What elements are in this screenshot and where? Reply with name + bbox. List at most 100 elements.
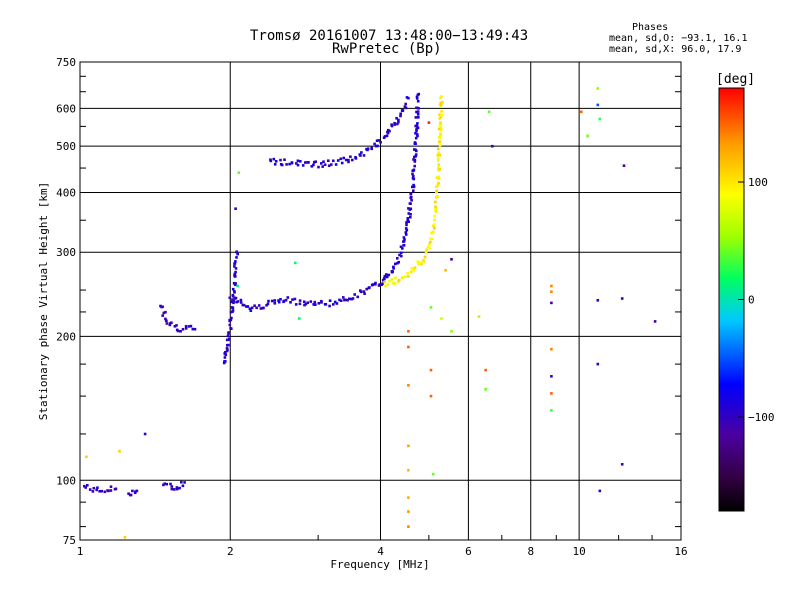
data-point [401, 109, 405, 112]
phases-x-stats: mean, sd,X: 96.0, 17.9 [609, 44, 742, 55]
data-point [349, 155, 352, 158]
data-point [405, 221, 408, 224]
colorbar-label: [deg] [716, 72, 755, 87]
y-tick-label: 400 [56, 186, 76, 199]
data-point [169, 482, 172, 486]
data-point [95, 488, 98, 492]
data-point [236, 252, 239, 256]
data-point [178, 486, 181, 490]
data-point [396, 122, 399, 126]
data-point [306, 301, 309, 304]
data-point [231, 309, 235, 312]
data-point [428, 246, 431, 250]
data-point [434, 200, 437, 204]
data-point [412, 183, 415, 187]
data-point [437, 163, 440, 166]
data-point [407, 275, 410, 278]
x-tick-label: 4 [377, 545, 384, 558]
data-point [436, 195, 439, 198]
data-point [250, 306, 254, 310]
data-point [397, 279, 401, 282]
data-point [397, 120, 400, 124]
data-point [580, 110, 583, 114]
data-point [415, 97, 419, 100]
data-point [304, 161, 307, 164]
data-point [410, 270, 413, 274]
data-point [230, 327, 233, 330]
data-point [298, 302, 302, 306]
data-point [168, 323, 172, 327]
data-point [175, 487, 179, 491]
data-point [491, 144, 494, 148]
data-point [234, 282, 237, 285]
data-point [232, 301, 235, 305]
data-point [253, 304, 256, 307]
data-point [235, 250, 238, 254]
data-point [184, 325, 188, 328]
data-point [405, 228, 409, 232]
chart-title-line2: RwPretec (Bp) [332, 41, 442, 57]
data-points [83, 87, 657, 539]
data-point [406, 218, 409, 222]
data-point [381, 282, 384, 285]
data-point [323, 163, 327, 166]
data-point [404, 231, 408, 234]
data-point [362, 154, 366, 157]
data-point [356, 295, 359, 299]
data-point [437, 175, 440, 179]
data-point [103, 490, 107, 494]
data-point [550, 347, 553, 351]
data-point [450, 258, 453, 261]
data-point [596, 103, 600, 107]
data-point [402, 243, 406, 247]
data-point [378, 283, 382, 286]
data-point [435, 185, 438, 188]
data-point [428, 242, 431, 246]
data-point [321, 165, 324, 168]
data-point [239, 298, 243, 302]
data-point [279, 158, 282, 162]
data-point [414, 136, 418, 140]
data-point [406, 271, 409, 275]
data-point [413, 266, 417, 269]
data-point [416, 93, 420, 97]
data-point [296, 163, 300, 167]
data-point [406, 217, 410, 220]
data-point [415, 133, 419, 136]
data-point [396, 257, 399, 260]
data-point [289, 301, 292, 304]
data-point [441, 100, 444, 104]
data-point [416, 99, 420, 103]
data-point [164, 317, 167, 321]
data-point [298, 299, 302, 302]
data-point [109, 489, 113, 492]
data-point [383, 275, 387, 278]
data-point [620, 463, 624, 466]
data-point [393, 121, 396, 125]
data-point [370, 146, 373, 150]
data-point [313, 300, 317, 304]
data-point [433, 218, 436, 222]
data-point [282, 299, 286, 303]
axis-ticks: 1 2 4 6 8 10 16 75 100 200 300 400 500 600 750 [56, 56, 688, 558]
data-point [397, 118, 400, 122]
data-point [333, 300, 337, 304]
y-tick-label: 100 [56, 474, 76, 487]
data-point [438, 113, 441, 116]
data-point [354, 157, 358, 160]
data-point [366, 147, 370, 150]
data-point [269, 159, 273, 163]
data-point [393, 123, 396, 126]
data-point [405, 223, 408, 227]
data-point [175, 486, 179, 489]
data-point [414, 154, 417, 158]
data-point [413, 164, 416, 168]
data-point [407, 220, 410, 223]
data-point [394, 262, 397, 266]
data-point [131, 489, 134, 493]
data-point [399, 112, 402, 116]
data-point [170, 487, 174, 491]
data-point [161, 305, 164, 309]
data-point [226, 343, 229, 347]
data-point [417, 116, 420, 119]
